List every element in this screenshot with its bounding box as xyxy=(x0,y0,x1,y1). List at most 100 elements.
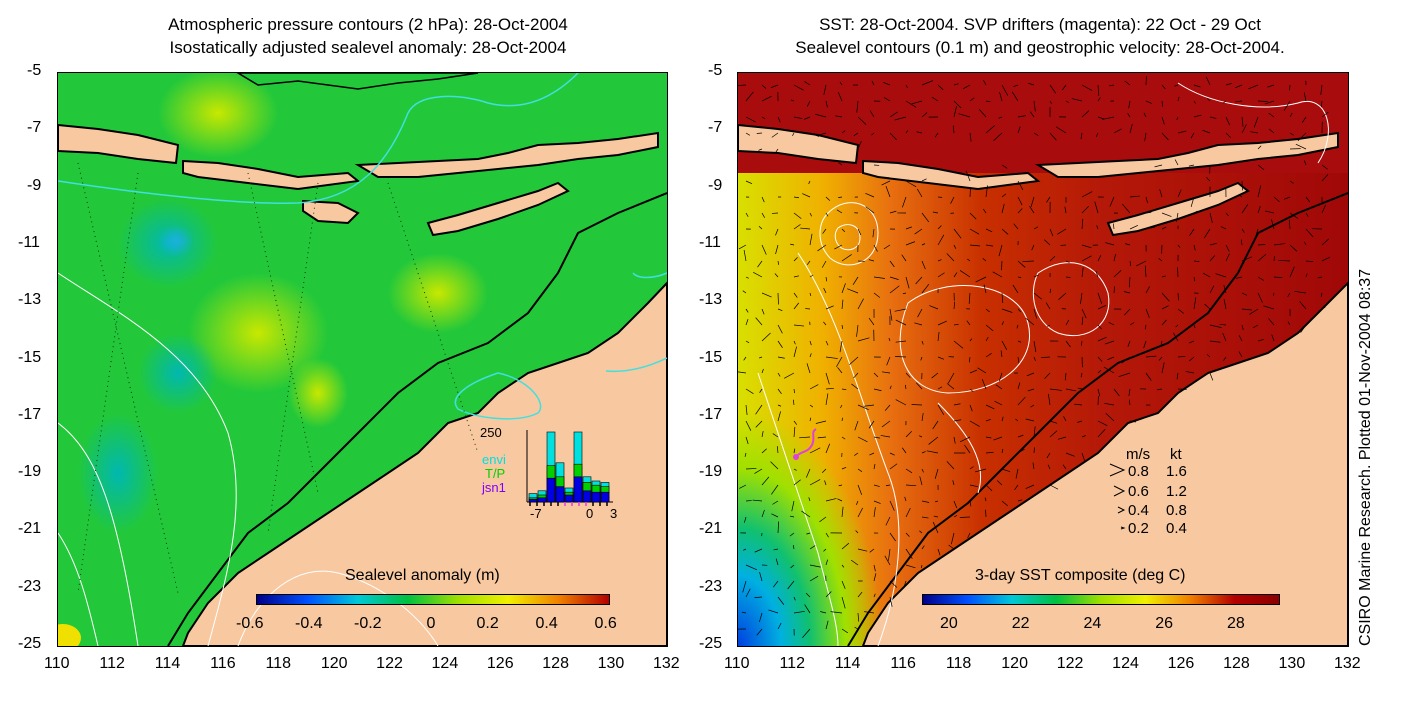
velocity-arrow-504 xyxy=(1268,318,1275,326)
right-x-tick-3: 116 xyxy=(890,655,916,672)
velocity-arrow-784 xyxy=(1001,500,1008,507)
velocity-arrow-309 xyxy=(1105,242,1115,246)
inset-x-label-zero: 0 xyxy=(586,506,594,521)
velocity-arrow-159 xyxy=(1188,164,1195,167)
left-colorbar-tick-5: 0.4 xyxy=(535,615,558,632)
velocity-arrow-848 xyxy=(809,575,819,582)
right-y-tick-5: -15 xyxy=(699,348,723,366)
velocity-arrow-168 xyxy=(921,178,927,182)
velocity-arrow-180 xyxy=(825,196,831,201)
velocity-arrow-283 xyxy=(1288,219,1291,230)
velocity-arrow-105 xyxy=(1241,116,1244,127)
velocity-arrow-646 xyxy=(985,404,995,410)
velocity-arrow-669 xyxy=(932,420,939,430)
velocity-legend: m/s kt 0.8 1.6 0.6 1.2 0.4 0.8 0.2 0.4 xyxy=(1108,446,1218,537)
velocity-arrow-268 xyxy=(1049,228,1054,237)
velocity-arrow-458 xyxy=(1124,308,1131,316)
velocity-arrow-757 xyxy=(885,484,891,487)
velocity-arrow-631 xyxy=(745,404,748,416)
velocity-arrow-402 xyxy=(823,287,827,294)
velocity-arrow-305 xyxy=(1043,239,1051,246)
velocity-arrow-417 xyxy=(1058,292,1067,301)
velocity-arrow-494 xyxy=(1108,322,1115,326)
velocity-arrow-666 xyxy=(881,420,891,428)
velocity-arrow-657 xyxy=(745,420,752,431)
inset-bar-jsn1-8 xyxy=(600,491,610,503)
velocity-arrow-58 xyxy=(1071,98,1083,102)
velocity-arrow-138 xyxy=(1177,130,1187,134)
velocity-arrow-245 xyxy=(1265,210,1275,214)
velocity-arrow-788 xyxy=(771,513,779,518)
credit-label: CSIRO Marine Research. Plotted 01-Nov-20… xyxy=(1357,268,1374,646)
velocity-arrow-229 xyxy=(1017,208,1023,214)
velocity-arrow-486 xyxy=(985,324,994,332)
left-x-tick-3: 116 xyxy=(210,655,236,672)
velocity-arrow-649 xyxy=(1030,404,1035,408)
velocity-arrow-353 xyxy=(1225,253,1230,262)
velocity-arrow-130 xyxy=(1049,132,1057,141)
velocity-arrow-739 xyxy=(934,468,939,479)
velocity-arrow-221 xyxy=(889,210,897,214)
velocity-arrow-21 xyxy=(1081,84,1093,91)
velocity-arrow-640 xyxy=(884,404,891,411)
velocity-arrow-232 xyxy=(1064,206,1067,214)
velocity-arrow-19 xyxy=(1049,84,1056,94)
velocity-arrow-684 xyxy=(772,433,779,438)
left-pressure-contour-1 xyxy=(58,73,579,204)
velocity-arrow-352 xyxy=(1209,255,1216,262)
inset-legend-jsn1: jsn1 xyxy=(482,480,506,495)
velocity-arrow-246 xyxy=(1289,212,1299,219)
left-anomaly-high-2 xyxy=(188,273,328,393)
drifter-track xyxy=(795,428,817,458)
velocity-arrow-72 xyxy=(1303,92,1307,102)
velocity-arrow-734 xyxy=(857,468,863,472)
velocity-arrow-354 xyxy=(1241,256,1252,262)
velocity-arrow-54 xyxy=(1011,91,1019,102)
velocity-arrow-444 xyxy=(894,308,907,312)
left-land-timor xyxy=(426,181,570,237)
velocity-arrow-489 xyxy=(1025,317,1035,326)
velocity-arrow-191 xyxy=(1001,193,1007,198)
velocity-arrow-577 xyxy=(806,363,811,374)
velocity-arrow-853 xyxy=(889,580,898,588)
velocity-arrow-528 xyxy=(1081,340,1083,346)
velocity-arrow-642 xyxy=(911,404,923,406)
velocity-arrow-322 xyxy=(1321,238,1330,246)
left-anomaly-high-1 xyxy=(158,73,278,158)
velocity-arrow-397 xyxy=(742,290,747,294)
velocity-arrow-316 xyxy=(1225,244,1230,252)
velocity-arrow-725 xyxy=(1065,452,1075,457)
left-y-tick-8: -21 xyxy=(18,520,42,538)
right-map-svg xyxy=(738,73,1348,646)
velocity-arrow-741 xyxy=(969,466,974,470)
velocity-arrow-400 xyxy=(793,292,798,298)
velocity-arrow-348 xyxy=(1136,260,1147,267)
left-y-tick-0: -5 xyxy=(27,62,42,79)
left-title-line1: Atmospheric pressure contours (2 hPa): 2… xyxy=(168,15,568,34)
velocity-arrow-370 xyxy=(905,276,910,289)
velocity-arrow-573 xyxy=(738,371,747,374)
velocity-arrow-715 xyxy=(901,447,907,454)
velocity-arrow-533 xyxy=(1160,340,1163,345)
velocity-arrow-503 xyxy=(1252,324,1259,329)
velocity-arrow-37 xyxy=(745,91,754,102)
velocity-arrow-836 xyxy=(809,564,821,568)
velocity-arrow-679 xyxy=(1097,420,1108,427)
velocity-arrow-83 xyxy=(889,111,898,118)
velocity-arrow-341 xyxy=(1022,260,1035,262)
velocity-arrow-223 xyxy=(921,212,930,223)
velocity-arrow-424 xyxy=(1177,292,1179,301)
velocity-arrow-596 xyxy=(1103,366,1115,374)
velocity-arrow-652 xyxy=(1074,403,1083,406)
velocity-arrow-136 xyxy=(1144,132,1147,142)
velocity-arrow-186 xyxy=(916,188,923,198)
right-title-line1: SST: 28-Oct-2004. SVP drifters (magenta)… xyxy=(819,15,1261,34)
velocity-arrow-481 xyxy=(895,319,907,326)
velocity-arrow-545 xyxy=(809,353,812,358)
velocity-arrow-464 xyxy=(1223,298,1227,310)
velocity-arrow-655 xyxy=(1128,399,1131,406)
velocity-arrow-210 xyxy=(1305,196,1310,203)
velocity-arrow-26 xyxy=(1161,84,1166,90)
velocity-arrow-838 xyxy=(841,564,845,568)
velocity-arrow-71 xyxy=(1283,100,1291,111)
